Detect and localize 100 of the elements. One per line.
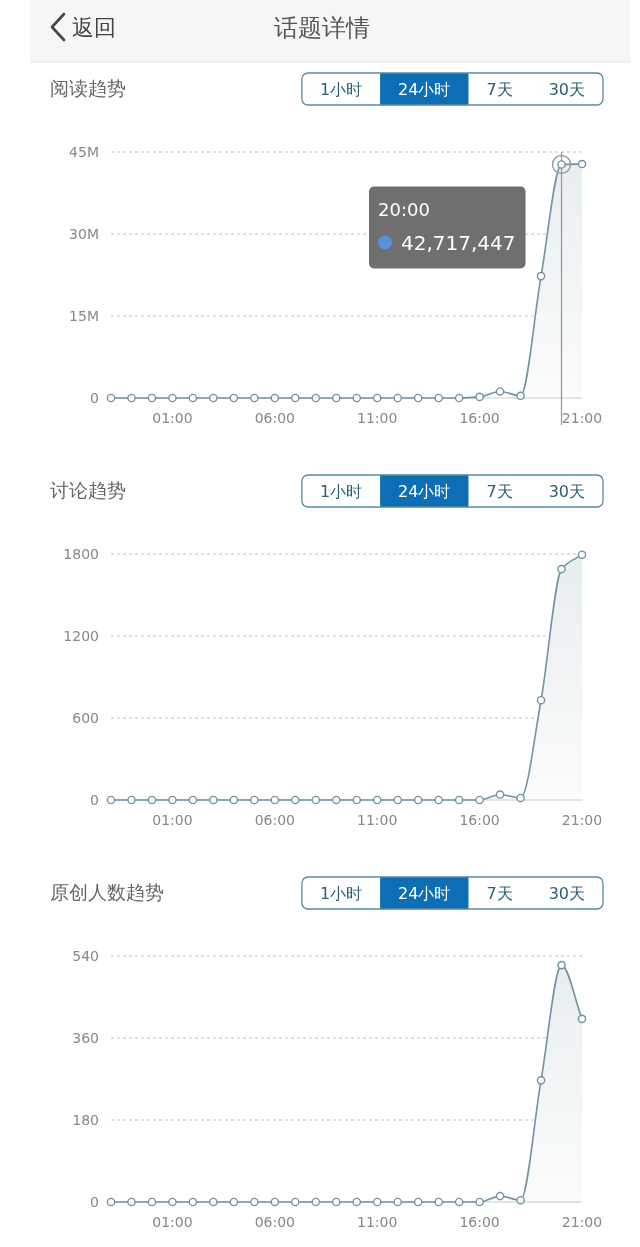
point [270, 393, 280, 403]
point [188, 1197, 198, 1207]
point [393, 393, 402, 403]
point [434, 1197, 443, 1207]
y-tick-label: 360 [72, 1030, 99, 1046]
point [106, 393, 116, 403]
point [291, 795, 300, 805]
point [106, 795, 116, 805]
point [188, 393, 198, 403]
point [577, 1014, 587, 1024]
x-tick-label: 06:00 [254, 812, 296, 828]
x-tick-label: 06:00 [254, 1214, 296, 1230]
x-tick-label: 11:00 [357, 1214, 398, 1230]
point [536, 1076, 546, 1085]
point [516, 793, 525, 803]
point [291, 393, 300, 403]
x-tick-label: 01:00 [152, 410, 193, 426]
x-tick-label: 21:00 [561, 1214, 603, 1230]
point [291, 1197, 300, 1207]
point [372, 1197, 382, 1207]
point [454, 795, 464, 805]
point [434, 795, 443, 805]
y-tick-label: 540 [72, 948, 99, 964]
chart-title: 阅读趋势 [50, 77, 126, 99]
segmented-control: 1小时 24小时 7天 30天 [301, 474, 604, 508]
point [516, 1195, 525, 1205]
x-tick-label: 16:00 [459, 410, 500, 426]
point [413, 393, 423, 403]
y-tick-label: 45M [69, 144, 99, 160]
x-tick-label: 21:00 [561, 410, 603, 426]
y-tick-label: 1200 [63, 628, 99, 644]
point [331, 1197, 341, 1207]
point [352, 795, 362, 805]
x-tick-label: 01:00 [152, 812, 193, 828]
point [311, 393, 321, 403]
point [393, 795, 402, 805]
point [352, 1197, 362, 1207]
x-tick-label: 01:00 [152, 1214, 193, 1230]
point [168, 393, 177, 403]
point [209, 1197, 218, 1207]
x-tick-label: 16:00 [459, 812, 500, 828]
point [454, 1197, 464, 1207]
y-tick-label: 15M [69, 308, 99, 324]
point [311, 1197, 321, 1207]
segmented-control: 1小时 24小时 7天 30天 [301, 876, 604, 910]
point [270, 795, 280, 805]
point [495, 1191, 505, 1201]
point [270, 1197, 280, 1207]
point [393, 1197, 402, 1207]
y-tick-label: 0 [90, 1194, 99, 1210]
point [229, 393, 239, 403]
point [557, 960, 566, 970]
point [352, 393, 362, 403]
point [577, 159, 587, 169]
point [188, 795, 198, 805]
chart-title: 原创人数趋势 [50, 881, 164, 903]
point [495, 387, 505, 396]
x-tick-label: 06:00 [254, 410, 296, 426]
point [147, 795, 157, 805]
point [147, 393, 157, 403]
x-tick-label: 21:00 [561, 812, 603, 828]
y-tick-label: 0 [90, 792, 99, 808]
x-tick-label: 16:00 [459, 1214, 500, 1230]
point [127, 1197, 136, 1207]
segmented-control: 1小时 24小时 7天 30天 [301, 72, 604, 106]
point [127, 393, 136, 403]
point [495, 790, 505, 799]
point [127, 795, 136, 805]
point [229, 795, 239, 805]
point [372, 795, 382, 805]
point [106, 1197, 116, 1207]
point [413, 1197, 423, 1207]
point [250, 1197, 259, 1207]
point [516, 391, 525, 401]
point [209, 795, 218, 805]
chart-title: 讨论趋势 [50, 479, 126, 501]
y-tick-label: 180 [72, 1112, 99, 1128]
point [536, 695, 546, 705]
text: 返回 [72, 15, 116, 40]
point [168, 795, 177, 805]
point [147, 1197, 157, 1207]
point [557, 564, 566, 574]
y-tick-label: 30M [69, 226, 99, 242]
text: 话题详情 [274, 14, 370, 42]
annotation: 42,717,447 [401, 231, 516, 256]
point [229, 1197, 239, 1207]
point [413, 795, 423, 805]
point [475, 795, 484, 805]
point [209, 393, 218, 403]
point [331, 393, 341, 403]
tooltip: 20:00 42,717,447 [369, 186, 526, 269]
x-tick-label: 11:00 [357, 410, 398, 426]
point [311, 795, 321, 805]
point [577, 550, 587, 559]
point [475, 392, 484, 402]
x-tick-label: 11:00 [357, 812, 398, 828]
y-tick-label: 0 [90, 390, 99, 406]
point [434, 393, 443, 403]
point [454, 393, 464, 403]
point [168, 1197, 177, 1207]
